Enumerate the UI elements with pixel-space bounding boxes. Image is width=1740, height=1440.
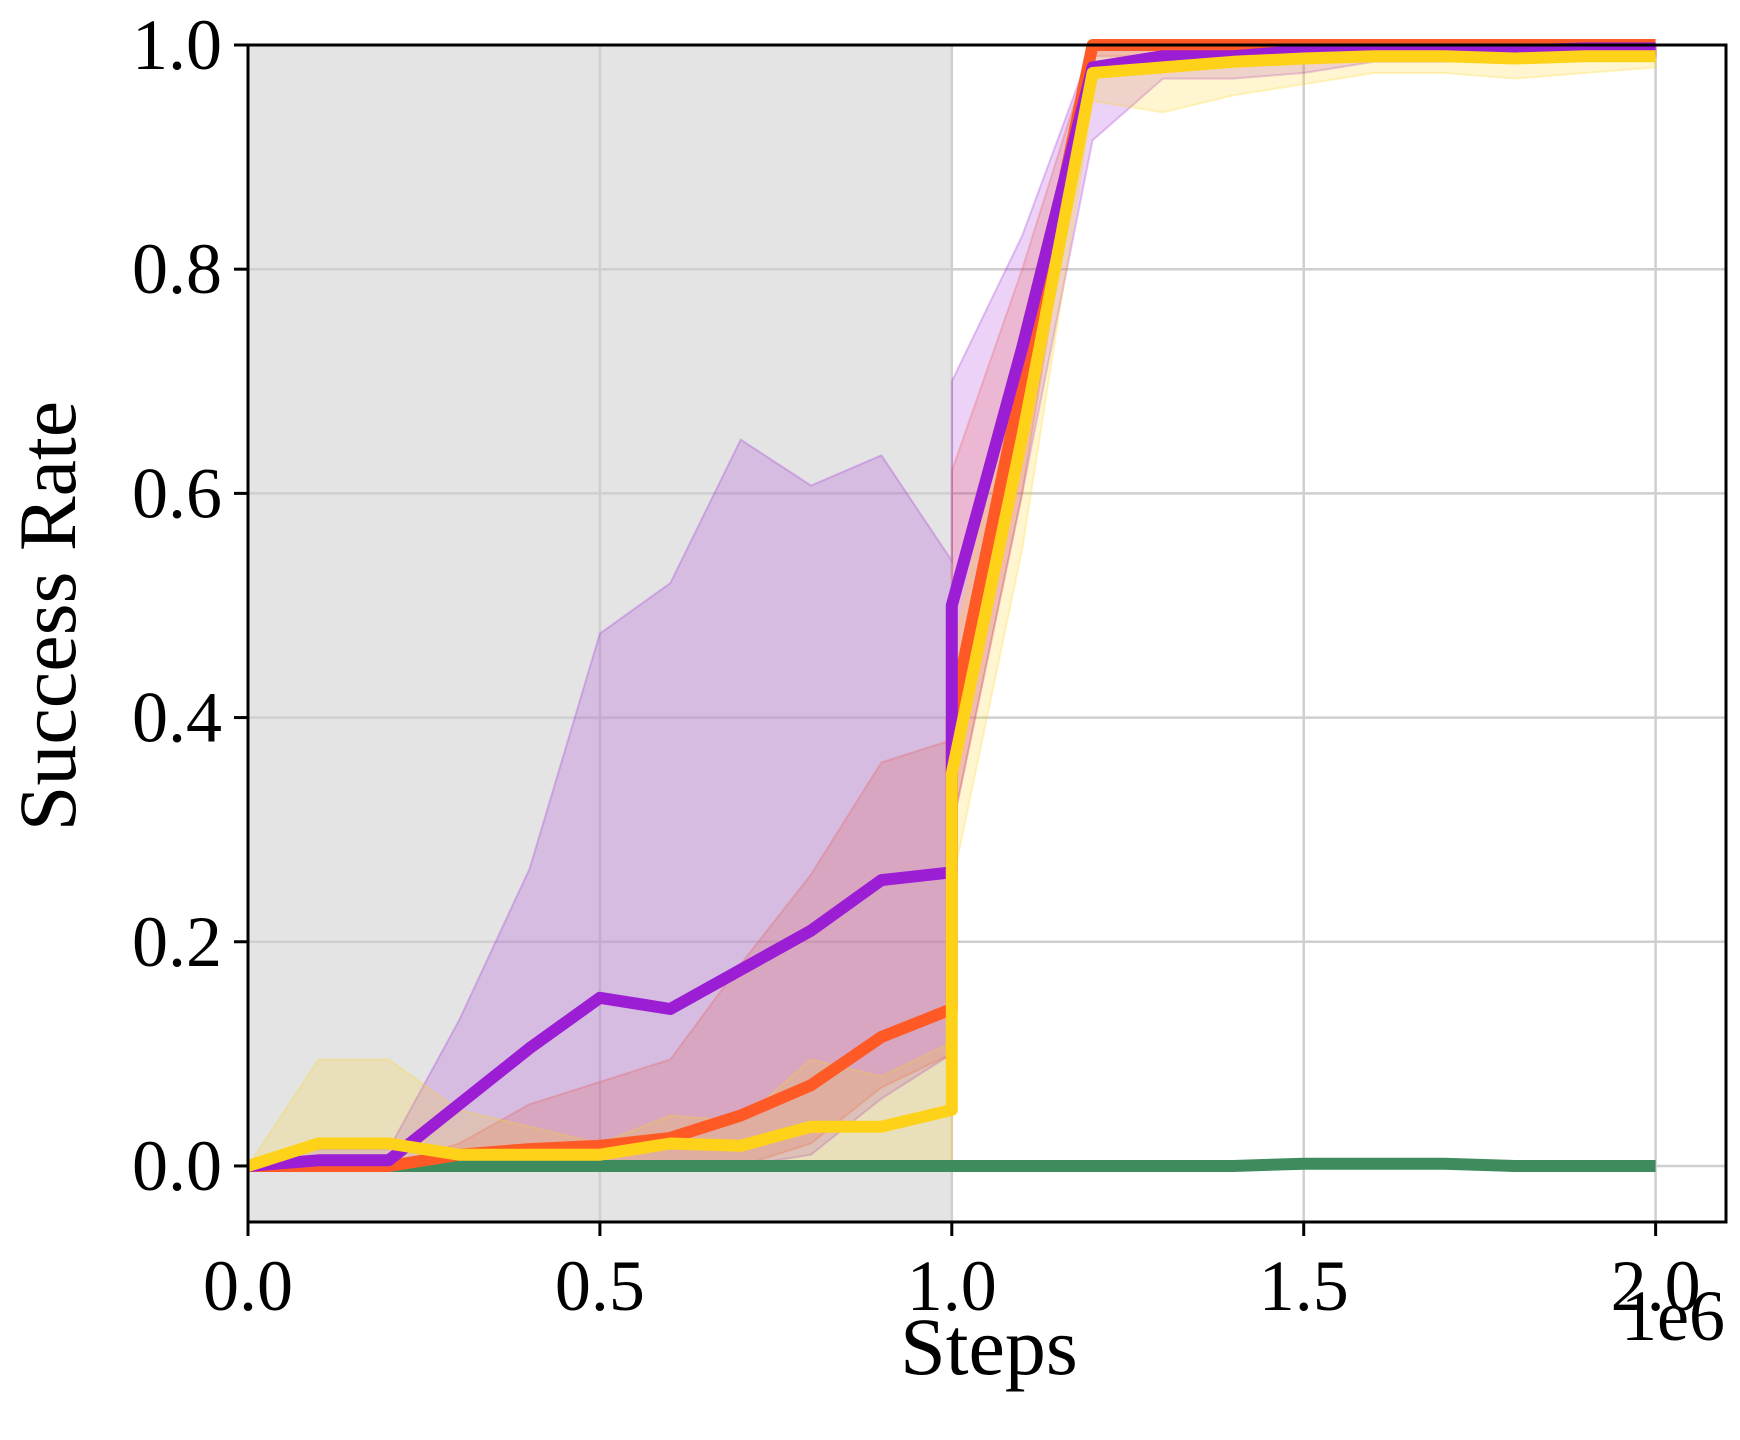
x-tick-label: 1.5 <box>1259 1246 1349 1326</box>
x-offset-label: 1e6 <box>1621 1276 1725 1356</box>
x-tick-label: 0.0 <box>203 1246 293 1326</box>
y-tick-label: 1.0 <box>132 5 222 85</box>
y-tick-label: 0.6 <box>132 453 222 533</box>
y-axis-label: Success Rate <box>2 401 93 831</box>
x-tick-label: 2.0 <box>1611 1246 1701 1326</box>
x-tick-label: 1.0 <box>907 1246 997 1326</box>
plot-frame <box>246 43 1728 1224</box>
y-tick-label: 0.2 <box>132 902 222 982</box>
y-tick-label: 0.4 <box>132 678 222 758</box>
x-tick-label: 0.5 <box>555 1246 645 1326</box>
y-tick-label: 0.0 <box>132 1126 222 1206</box>
y-tick-label: 0.8 <box>132 229 222 309</box>
tick-labels: 0.0 0.5 1.0 1.5 2.0 0.0 0.2 0.4 0.6 0.8 1.0 <box>132 5 1701 1326</box>
series-line-0 <box>248 1157 1656 1172</box>
series-line-3 <box>246 50 1656 1172</box>
axes <box>234 43 1728 1236</box>
x-axis-label: Steps <box>900 1301 1078 1392</box>
